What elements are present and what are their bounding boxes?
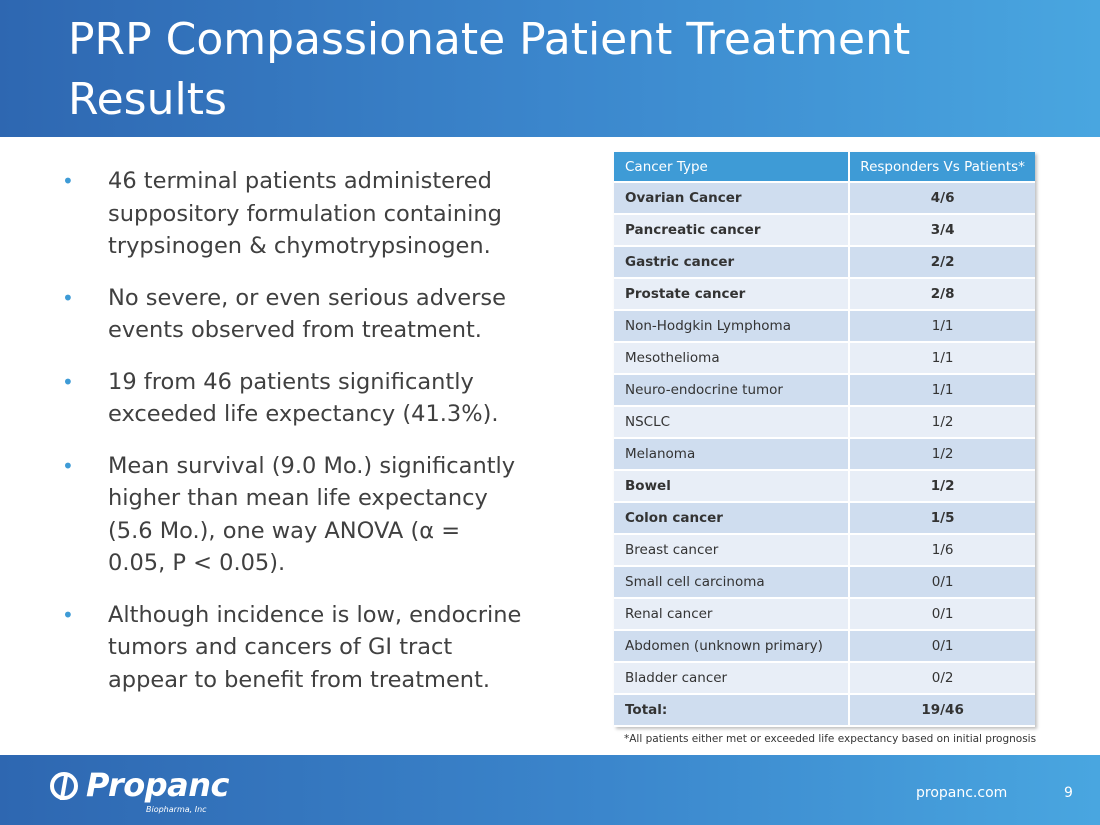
cancer-type-cell: Mesothelioma — [614, 343, 849, 375]
table-row: Colon cancer 1/5 — [614, 503, 1035, 535]
bullet-dot-icon: • — [62, 285, 74, 310]
cancer-type-cell: Total: — [614, 695, 849, 727]
cancer-type-cell: Bowel — [614, 471, 849, 503]
bullet-dot-icon: • — [62, 453, 74, 478]
table-container: Cancer Type Responders Vs Patients* Ovar… — [614, 152, 1044, 746]
table-row: Prostate cancer 2/8 — [614, 279, 1035, 311]
cancer-type-cell: Breast cancer — [614, 535, 849, 567]
logo-subtitle: Biopharma, Inc — [146, 805, 207, 814]
responders-cell: 0/1 — [848, 631, 1035, 663]
cancer-type-cell: Prostate cancer — [614, 279, 849, 311]
responders-cell: 1/2 — [848, 471, 1035, 503]
responders-cell: 4/6 — [848, 183, 1035, 215]
responders-cell: 0/2 — [848, 663, 1035, 695]
responders-cell: 19/46 — [848, 695, 1035, 727]
header-responders: Responders Vs Patients* — [848, 152, 1035, 183]
table-row: Bowel 1/2 — [614, 471, 1035, 503]
responders-cell: 1/6 — [848, 535, 1035, 567]
responders-cell: 1/2 — [848, 407, 1035, 439]
bullet-text: 19 from 46 patients significantly exceed… — [108, 368, 499, 428]
table-row: Ovarian Cancer 4/6 — [614, 183, 1035, 215]
table-row: Abdomen (unknown primary) 0/1 — [614, 631, 1035, 663]
bullet-dot-icon: • — [62, 602, 74, 627]
responders-cell: 2/8 — [848, 279, 1035, 311]
logo-wordmark: Propanc — [86, 766, 229, 804]
cancer-type-cell: Renal cancer — [614, 599, 849, 631]
table-row: Total: 19/46 — [614, 695, 1035, 727]
results-table: Cancer Type Responders Vs Patients* Ovar… — [614, 152, 1035, 727]
responders-cell: 1/1 — [848, 343, 1035, 375]
cancer-type-cell: Neuro-endocrine tumor — [614, 375, 849, 407]
website-link[interactable]: propanc.com — [916, 785, 1008, 801]
bullet-text: No severe, or even serious adverse event… — [108, 284, 506, 344]
cancer-type-cell: Melanoma — [614, 439, 849, 471]
table-footnote: *All patients either met or exceeded lif… — [624, 733, 1037, 745]
cancer-type-cell: Pancreatic cancer — [614, 215, 849, 247]
bullet-text: Mean survival (9.0 Mo.) significantly hi… — [108, 452, 516, 577]
bullet-item: • Mean survival (9.0 Mo.) significantly h… — [62, 450, 522, 580]
bullet-dot-icon: • — [62, 169, 74, 193]
cancer-type-cell: Non-Hodgkin Lymphoma — [614, 311, 849, 343]
bullet-text: 46 terminal patients administered suppos… — [108, 168, 502, 259]
table-row: Small cell carcinoma 0/1 — [614, 567, 1035, 599]
table-header-row: Cancer Type Responders Vs Patients* — [614, 152, 1035, 183]
responders-cell: 1/1 — [848, 375, 1035, 407]
responders-cell: 0/1 — [848, 599, 1035, 631]
responders-cell: 1/2 — [848, 439, 1035, 471]
bullet-item: • 19 from 46 patients significantly excee… — [62, 366, 522, 431]
responders-cell: 2/2 — [848, 247, 1035, 279]
table-row: Bladder cancer 0/2 — [614, 663, 1035, 695]
table-row: NSCLC 1/2 — [614, 407, 1035, 439]
bullet-text: Although incidence is low, endocrine tum… — [108, 601, 522, 693]
cancer-type-cell: Bladder cancer — [614, 663, 849, 695]
cancer-type-cell: Ovarian Cancer — [614, 183, 849, 215]
table-row: Pancreatic cancer 3/4 — [614, 215, 1035, 247]
slide-title: PRP Compassionate Patient Treatment Resu… — [68, 14, 911, 125]
page-number: 9 — [1064, 785, 1073, 801]
cancer-type-cell: NSCLC — [614, 407, 849, 439]
responders-cell: 3/4 — [848, 215, 1035, 247]
header-cancer-type: Cancer Type — [614, 152, 849, 183]
footer-bar: Propanc Biopharma, Inc propanc.com 9 — [0, 755, 1100, 825]
table-row: Non-Hodgkin Lymphoma 1/1 — [614, 311, 1035, 343]
table-row: Renal cancer 0/1 — [614, 599, 1035, 631]
cancer-type-cell: Small cell carcinoma — [614, 567, 849, 599]
table-row: Mesothelioma 1/1 — [614, 343, 1035, 375]
responders-cell: 1/5 — [848, 503, 1035, 535]
bullet-item: • No severe, or even serious adverse even… — [62, 282, 522, 347]
responders-cell: 1/1 — [848, 311, 1035, 343]
bullet-dot-icon: • — [62, 369, 74, 394]
table-row: Melanoma 1/2 — [614, 439, 1035, 471]
table-row: Neuro-endocrine tumor 1/1 — [614, 375, 1035, 407]
cancer-type-cell: Colon cancer — [614, 503, 849, 535]
bullet-item: • Although incidence is low, endocrine tu… — [62, 599, 522, 697]
cancer-type-cell: Abdomen (unknown primary) — [614, 631, 849, 663]
table-row: Gastric cancer 2/2 — [614, 247, 1035, 279]
bullet-list: • 46 terminal patients administered suppo… — [62, 165, 522, 715]
logo-mark-icon — [50, 772, 78, 800]
table-row: Breast cancer 1/6 — [614, 535, 1035, 567]
cancer-type-cell: Gastric cancer — [614, 247, 849, 279]
bullet-item: • 46 terminal patients administered suppo… — [62, 165, 522, 263]
responders-cell: 0/1 — [848, 567, 1035, 599]
title-bar: PRP Compassionate Patient Treatment Resu… — [0, 0, 1100, 137]
